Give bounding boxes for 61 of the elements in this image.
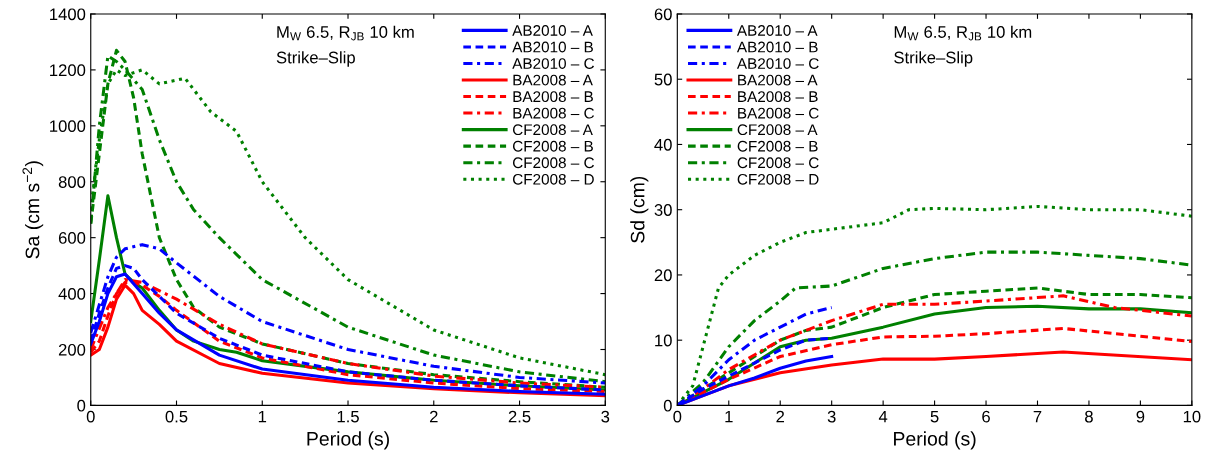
x-tick-label: 1 <box>725 410 733 423</box>
y-tick-label: 800 <box>58 176 86 188</box>
legend-label: BA2008 – C <box>738 107 819 119</box>
y-tick-label: 600 <box>58 232 86 244</box>
x-tick-label: 9 <box>1136 410 1145 423</box>
y-tick-label: 1400 <box>50 8 86 21</box>
x-tick-label: 10 <box>1183 410 1201 423</box>
x-tick-label: 0.5 <box>165 410 188 423</box>
y-tick-label: 40 <box>654 138 672 151</box>
legend-label: CF2008 – B <box>737 140 818 152</box>
x-tick-label: 5 <box>930 410 939 423</box>
x-tick-label: 1 <box>258 410 267 423</box>
y-tick-label: 30 <box>654 204 672 216</box>
x-tick-label: 2.5 <box>508 410 531 423</box>
x-tick-label: 1.5 <box>337 410 359 423</box>
legend-label: BA2008 – A <box>738 74 818 86</box>
x-axis-title: Period (s) <box>307 431 389 450</box>
legend-label: BA2008 – C <box>513 107 595 119</box>
x-axis-title: Period (s) <box>894 431 976 450</box>
x-tick-label: 4 <box>878 410 888 423</box>
legend-label: CF2008 – A <box>512 124 593 136</box>
annotation: M$_{W}$ 6.5, R$_{JB}$ 10 km <box>894 25 1032 41</box>
annotation: Strike–Slip <box>894 51 973 67</box>
legend-label: BA2008 – B <box>738 91 818 103</box>
legend-label: CF2008 – D <box>512 173 594 185</box>
x-tick-label: 2 <box>429 410 438 423</box>
legend-label: CF2008 – B <box>512 140 593 152</box>
x-tick-label: 8 <box>1085 410 1093 423</box>
x-tick-label: 2 <box>776 410 785 423</box>
x-tick-label: 3 <box>601 410 610 423</box>
x-tick-label: 6 <box>982 410 990 423</box>
y-tick-label: 1000 <box>50 120 86 133</box>
legend-label: CF2008 – D <box>737 173 819 185</box>
y-axis-title: Sa (cm s$^{−2}$) <box>22 161 44 259</box>
legend-label: BA2008 – A <box>513 74 593 86</box>
legend-label: AB2010 – B <box>512 41 593 53</box>
legend-label: AB2010 – C <box>736 58 819 69</box>
y-axis-title: Sd (cm) <box>630 176 649 243</box>
x-tick-label: 0 <box>86 410 95 423</box>
y-tick-label: 20 <box>654 269 672 282</box>
x-tick-label: 0 <box>673 410 682 423</box>
x-tick-label: 7 <box>1033 410 1042 423</box>
x-tick-label: 3 <box>827 410 836 423</box>
legend-label: AB2010 – B <box>736 41 818 53</box>
y-tick-label: 0 <box>663 399 672 412</box>
legend-label: CF2008 – C <box>512 157 594 169</box>
legend-label: BA2008 – B <box>513 91 593 103</box>
y-tick-label: 400 <box>58 287 86 300</box>
annotation: M$_{W}$ 6.5, R$_{JB}$ 10 km <box>277 25 414 41</box>
legend-label: AB2010 – A <box>736 25 818 36</box>
legend-label: AB2010 – C <box>512 58 595 69</box>
y-tick-label: 60 <box>654 8 672 21</box>
y-tick-label: 200 <box>58 343 86 356</box>
legend-label: CF2008 – C <box>737 157 819 169</box>
legend-label: AB2010 – A <box>512 25 593 36</box>
y-tick-label: 50 <box>654 73 672 86</box>
annotation: Strike–Slip <box>276 51 355 67</box>
y-tick-label: 0 <box>77 399 86 412</box>
y-tick-label: 10 <box>655 334 672 347</box>
y-tick-label: 1200 <box>50 64 86 77</box>
legend-label: CF2008 – A <box>737 124 818 136</box>
